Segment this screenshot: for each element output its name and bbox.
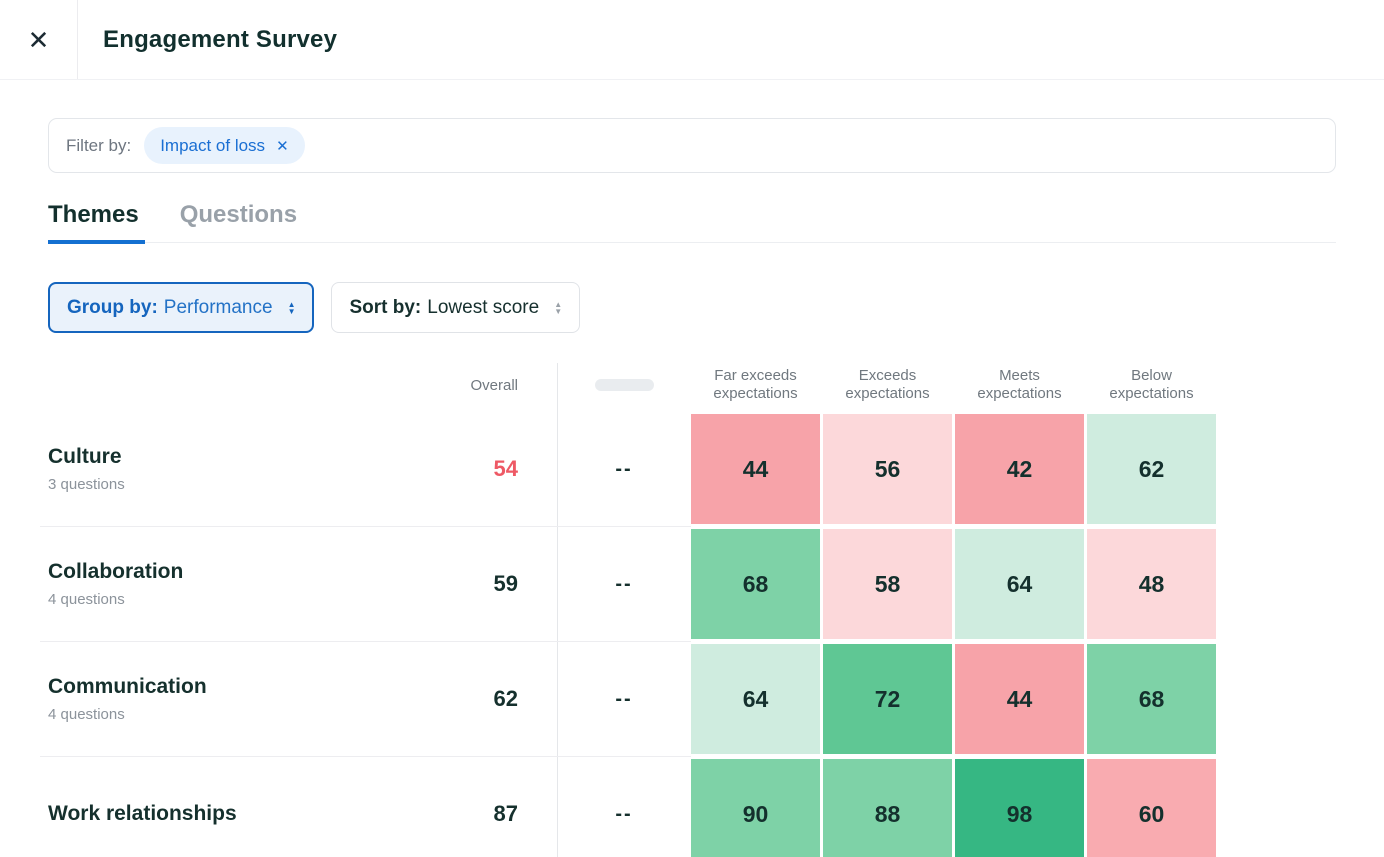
table-row-culture: Culture 3 questions 54 -- 44 56 42 62: [40, 414, 1336, 527]
page-title: Engagement Survey: [103, 25, 338, 53]
filter-by-label: Filter by:: [66, 135, 132, 155]
heatmap-cell[interactable]: 62: [1087, 414, 1216, 524]
group-by-value: Performance: [163, 296, 273, 318]
theme-name: Culture: [48, 445, 122, 468]
heatmap-cell[interactable]: 72: [823, 644, 952, 754]
score-cells: 64 72 44 68: [691, 644, 1216, 754]
sort-by-dropdown[interactable]: Sort by: Lowest score ▲ ▼: [331, 282, 581, 333]
main-content: Filter by: Impact of loss ✕ Themes Quest…: [0, 118, 1384, 857]
heatmap-cell[interactable]: 68: [1087, 644, 1216, 754]
theme-question-count: 3 questions: [48, 476, 125, 493]
table-row-collaboration: Collaboration 4 questions 59 -- 68 58 64…: [40, 529, 1336, 642]
heatmap-cell[interactable]: 42: [955, 414, 1084, 524]
tab-questions-label: Questions: [179, 201, 298, 228]
chip-remove-icon[interactable]: ✕: [276, 137, 289, 155]
overall-score: 59: [493, 571, 518, 596]
heatmap-cell[interactable]: 64: [691, 644, 820, 754]
list-controls: Group by: Performance ▲ ▼ Sort by: Lowes…: [48, 282, 1336, 333]
overall-column-header: Overall: [470, 376, 518, 394]
heatmap-cell[interactable]: 68: [691, 529, 820, 639]
arrow-up-icon: ▲: [287, 299, 296, 309]
column-header: Exceeds expectations: [845, 367, 930, 402]
theme-question-count: 4 questions: [48, 706, 125, 723]
overall-score: 62: [493, 686, 518, 711]
tab-themes[interactable]: Themes: [48, 201, 145, 244]
heatmap-cell[interactable]: 64: [955, 529, 1084, 639]
theme-name: Work relationships: [48, 802, 237, 825]
sort-by-label: Sort by:: [349, 296, 422, 318]
heatmap-cell[interactable]: 88: [823, 759, 952, 857]
filter-bar: Filter by: Impact of loss ✕: [48, 118, 1336, 173]
tab-bar: Themes Questions: [48, 201, 1336, 244]
sort-by-value: Lowest score: [427, 296, 540, 318]
theme-cell: Communication 4 questions: [48, 644, 448, 754]
top-bar: ✕ Engagement Survey: [0, 0, 1384, 80]
theme-name: Communication: [48, 675, 207, 698]
row-spacer: [518, 529, 557, 639]
score-cells: 44 56 42 62: [691, 414, 1216, 524]
row-spacer: [518, 759, 557, 857]
theme-cell: Culture 3 questions: [48, 414, 448, 524]
group-by-label: Group by:: [67, 296, 158, 318]
themes-heatmap-table: Overall Far exceeds expectations Exceeds…: [40, 363, 1336, 857]
table-row-communication: Communication 4 questions 62 -- 64 72 44…: [40, 644, 1336, 757]
heatmap-cell[interactable]: 44: [691, 414, 820, 524]
heatmap-cell[interactable]: 48: [1087, 529, 1216, 639]
heatmap-cell[interactable]: 44: [955, 644, 1084, 754]
performance-column-headers: Far exceeds expectations Exceeds expecta…: [691, 367, 1216, 403]
overall-score: 87: [493, 801, 518, 826]
arrow-down-icon: ▼: [554, 306, 563, 316]
benchmark-value: --: [615, 687, 633, 710]
row-spacer: [518, 644, 557, 754]
benchmark-value: --: [615, 802, 633, 825]
overall-score: 54: [493, 456, 518, 481]
theme-name: Collaboration: [48, 560, 184, 583]
close-button[interactable]: ✕: [0, 0, 78, 79]
arrow-down-icon: ▼: [287, 306, 296, 316]
benchmark-column-header: [557, 379, 691, 391]
table-header-row: Overall Far exceeds expectations Exceeds…: [48, 363, 1336, 407]
column-header: Below expectations: [1109, 367, 1194, 402]
table-row-work-relationships: Work relationships 87 -- 90 88 98 60: [48, 759, 1336, 857]
theme-question-count: 4 questions: [48, 591, 125, 608]
theme-cell: Work relationships: [48, 759, 448, 857]
table-body: Culture 3 questions 54 -- 44 56 42 62: [40, 414, 1336, 857]
column-header: Far exceeds expectations: [713, 367, 798, 402]
score-cells: 90 88 98 60: [691, 759, 1216, 857]
tab-themes-label: Themes: [48, 201, 139, 228]
updown-arrows-icon: ▲ ▼: [287, 299, 296, 316]
updown-arrows-icon: ▲ ▼: [554, 299, 563, 316]
heatmap-cell[interactable]: 90: [691, 759, 820, 857]
heatmap-cell[interactable]: 56: [823, 414, 952, 524]
column-header: Meets expectations: [977, 367, 1062, 402]
benchmark-value: --: [615, 457, 633, 480]
score-cells: 68 58 64 48: [691, 529, 1216, 639]
benchmark-value: --: [615, 572, 633, 595]
group-by-dropdown[interactable]: Group by: Performance ▲ ▼: [48, 282, 315, 333]
filter-chip-label: Impact of loss: [160, 135, 266, 155]
tab-questions[interactable]: Questions: [180, 201, 297, 243]
loading-skeleton: [594, 379, 654, 391]
heatmap-cell[interactable]: 60: [1087, 759, 1216, 857]
theme-cell: Collaboration 4 questions: [48, 529, 448, 639]
row-spacer: [518, 414, 557, 524]
arrow-up-icon: ▲: [554, 299, 563, 309]
column-divider: [557, 363, 558, 857]
filter-chip-impact-of-loss[interactable]: Impact of loss ✕: [144, 127, 305, 164]
heatmap-cell[interactable]: 98: [955, 759, 1084, 857]
close-icon: ✕: [27, 24, 50, 55]
heatmap-cell[interactable]: 58: [823, 529, 952, 639]
